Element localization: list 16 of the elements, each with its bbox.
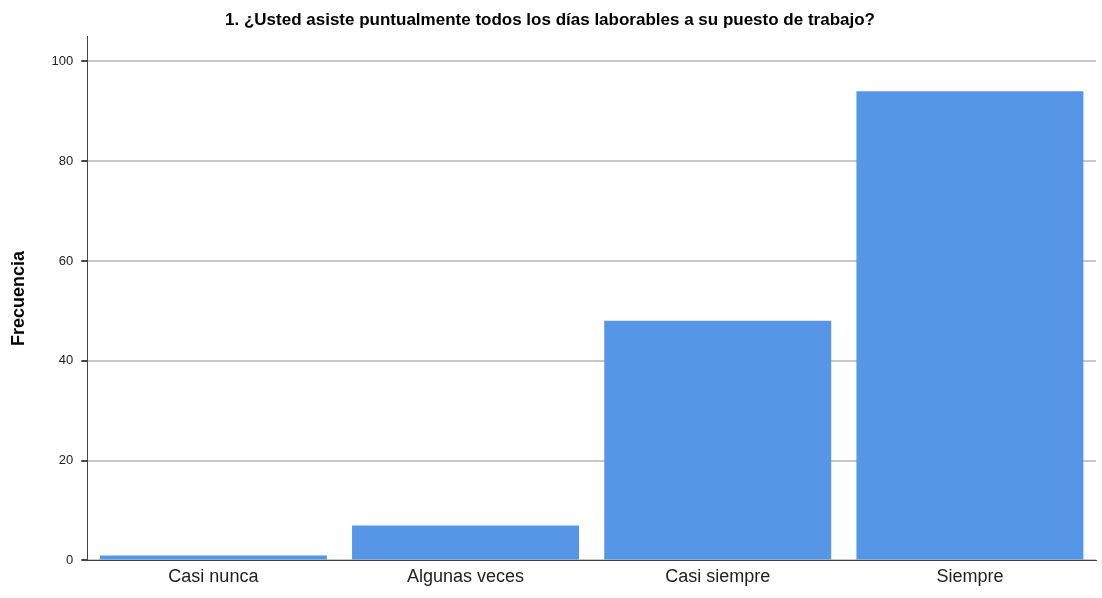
bar: [352, 525, 580, 560]
bar: [604, 320, 832, 560]
chart-title: 1. ¿Usted asiste puntualmente todos los días laborables a su puesto de trabajo?: [225, 9, 875, 29]
y-tick-label: 20: [58, 452, 74, 468]
x-tick-label: Casi siempre: [665, 566, 771, 587]
y-tick-label: 40: [58, 352, 74, 368]
y-axis-title: Frecuencia: [7, 249, 28, 346]
x-tick-label: Siempre: [936, 566, 1004, 587]
bar: [856, 91, 1084, 560]
x-tick-label: Casi nunca: [168, 566, 260, 587]
y-tick-label: 60: [58, 252, 74, 268]
y-tick-label: 80: [58, 152, 74, 168]
y-tick-label: 0: [66, 551, 74, 567]
y-tick-label: 100: [51, 52, 74, 68]
x-tick-label: Algunas veces: [407, 566, 525, 587]
bar: [99, 555, 327, 560]
